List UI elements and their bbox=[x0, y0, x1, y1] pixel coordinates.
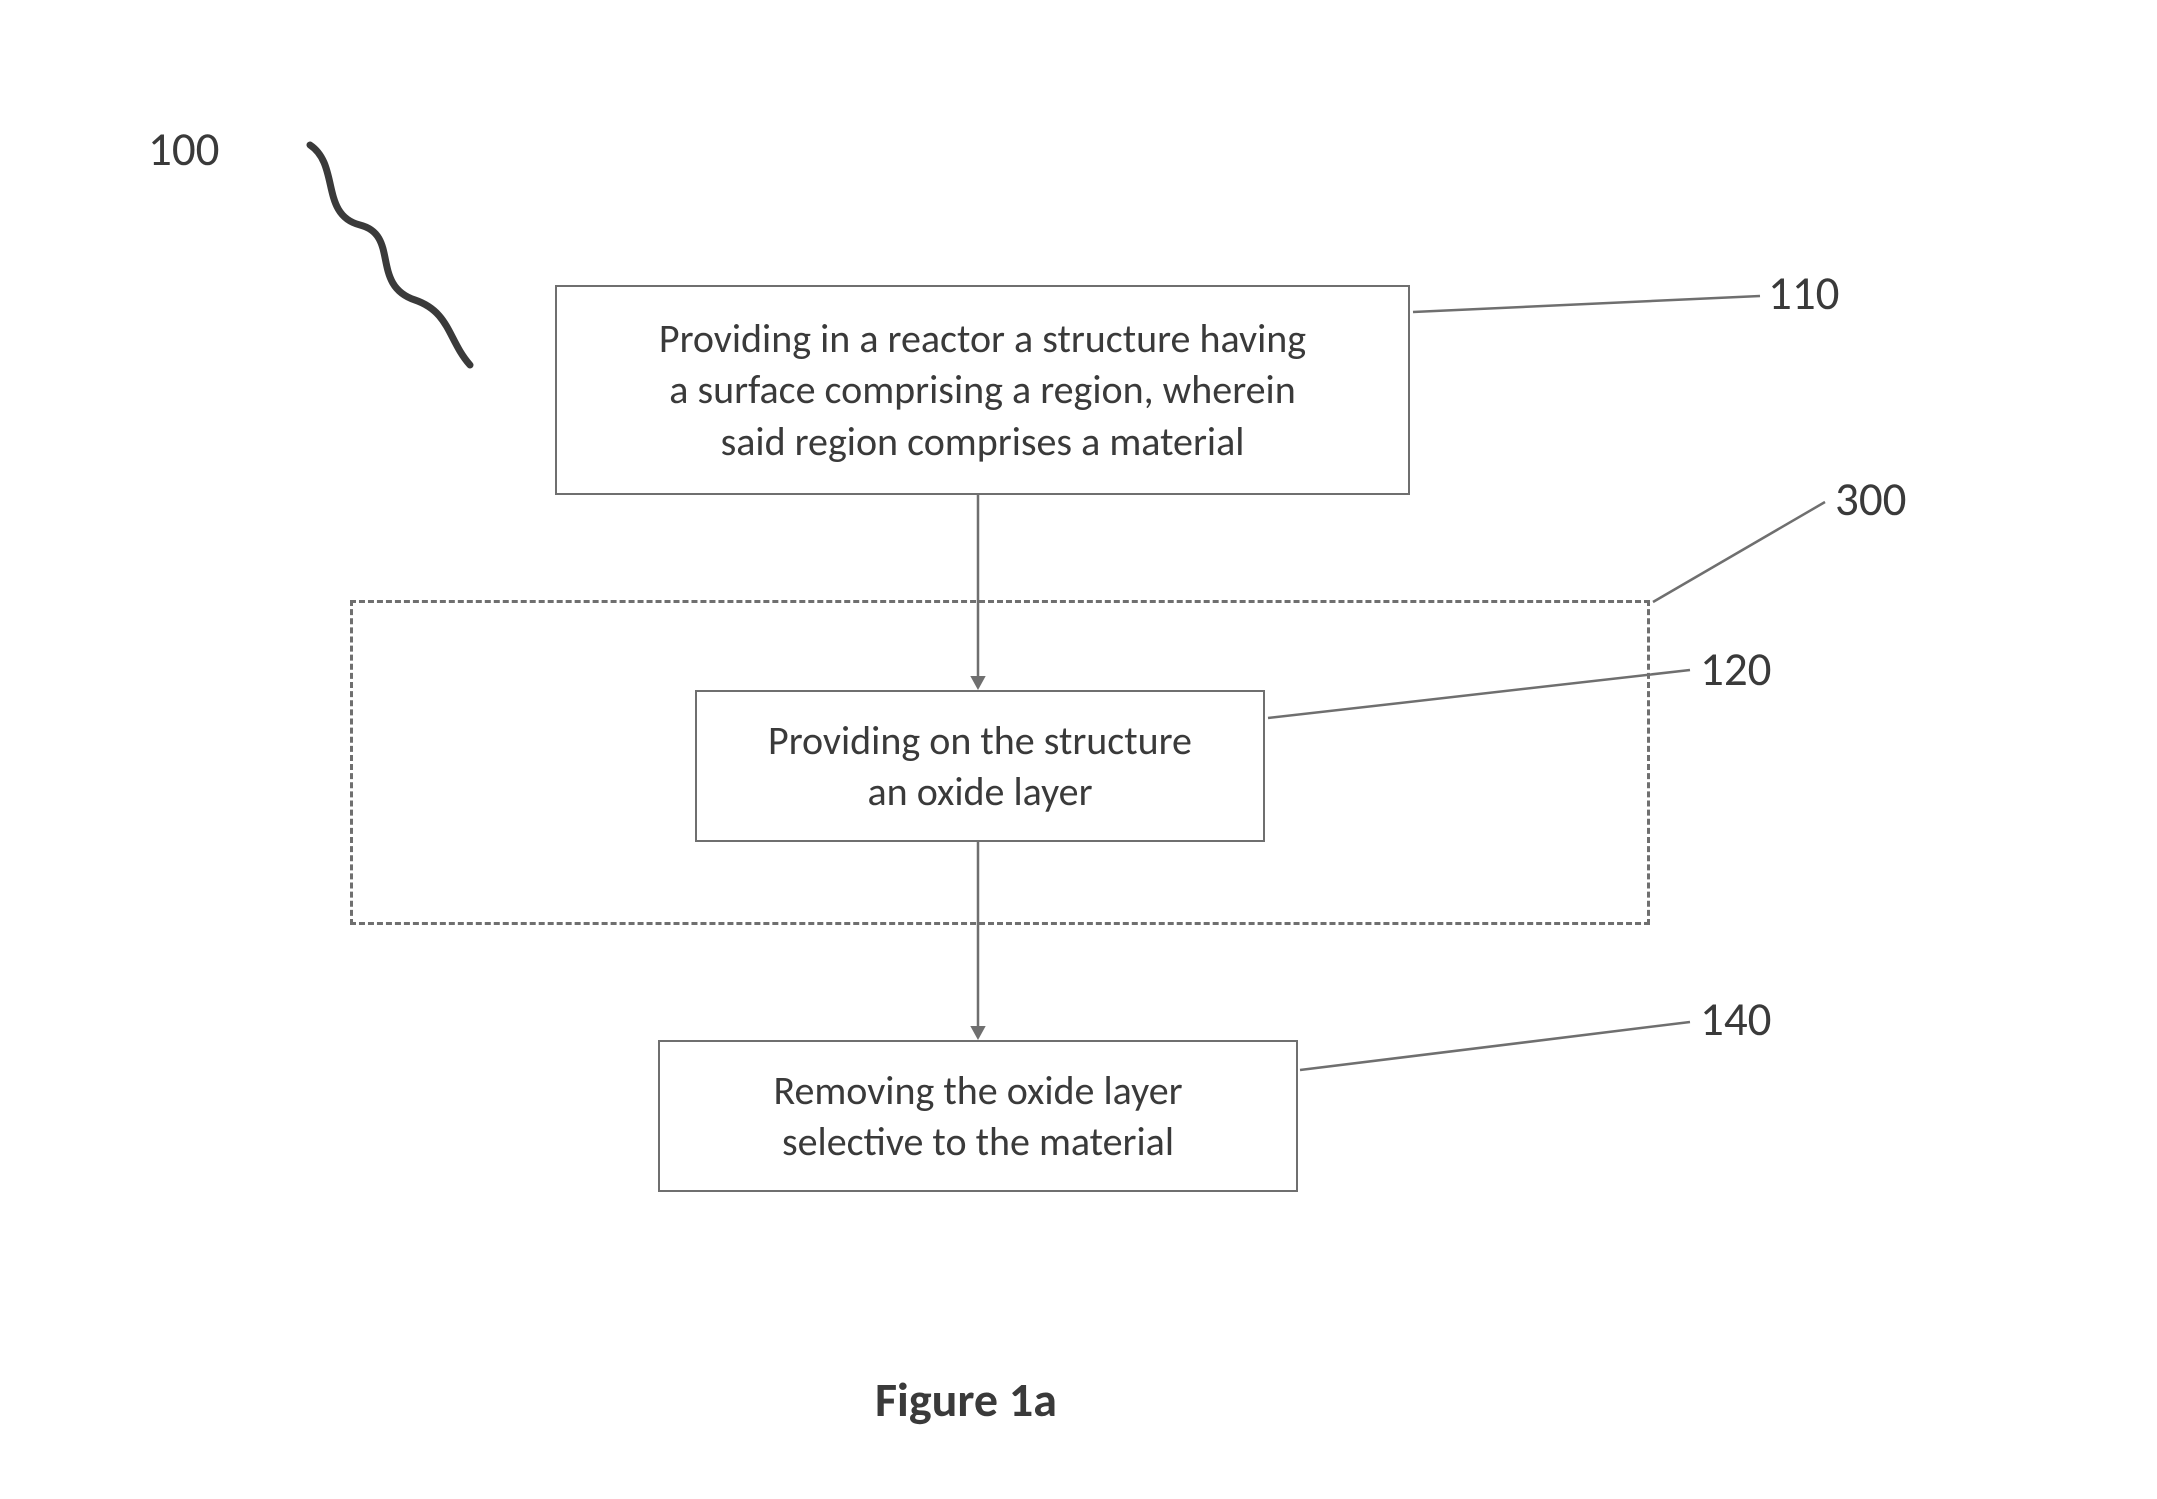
ref-label-120: 120 bbox=[1700, 640, 1771, 698]
flow-step-110-text: Providing in a reactor a structure havin… bbox=[659, 313, 1306, 467]
flow-step-110: Providing in a reactor a structure havin… bbox=[555, 285, 1410, 495]
flow-step-140-text: Removing the oxide layerselective to the… bbox=[773, 1065, 1182, 1167]
figure-caption: Figure 1a bbox=[875, 1370, 1057, 1429]
flow-step-120: Providing on the structurean oxide layer bbox=[695, 690, 1265, 842]
ref-label-100: 100 bbox=[148, 120, 219, 178]
ref-label-140: 140 bbox=[1700, 990, 1771, 1048]
ref-label-110: 110 bbox=[1768, 264, 1839, 322]
flow-step-120-text: Providing on the structurean oxide layer bbox=[768, 715, 1192, 817]
flow-step-140: Removing the oxide layerselective to the… bbox=[658, 1040, 1298, 1192]
ref-label-300: 300 bbox=[1835, 470, 1906, 528]
